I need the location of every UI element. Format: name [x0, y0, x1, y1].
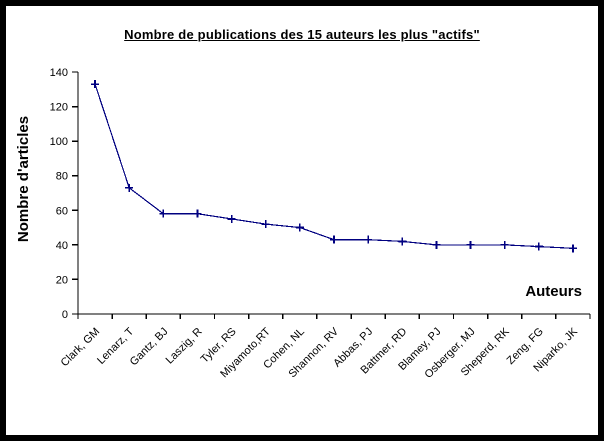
data-line [94, 83, 573, 249]
y-axis-tick-label: 120 [50, 102, 68, 114]
chart-title: Nombre de publications des 15 auteurs le… [124, 27, 480, 42]
x-axis-title: Auteurs [525, 283, 582, 300]
chart-canvas: Nombre de publications des 15 auteurs le… [6, 6, 598, 435]
y-axis-tick-label: 140 [50, 67, 68, 79]
y-axis-tick-label: 60 [56, 205, 68, 217]
y-axis-tick-label: 100 [50, 136, 68, 148]
y-axis-tick-label: 20 [56, 274, 68, 286]
y-axis-tick-label: 40 [56, 240, 68, 252]
x-axis-category-label: Clark, GM [59, 326, 102, 369]
axis-lines [77, 72, 590, 315]
data-point-markers [91, 80, 577, 253]
y-axis-tick-label: 0 [62, 309, 68, 321]
y-axis-tick-label: 80 [56, 171, 68, 183]
x-axis-category-label: Laszig, R [164, 326, 205, 367]
